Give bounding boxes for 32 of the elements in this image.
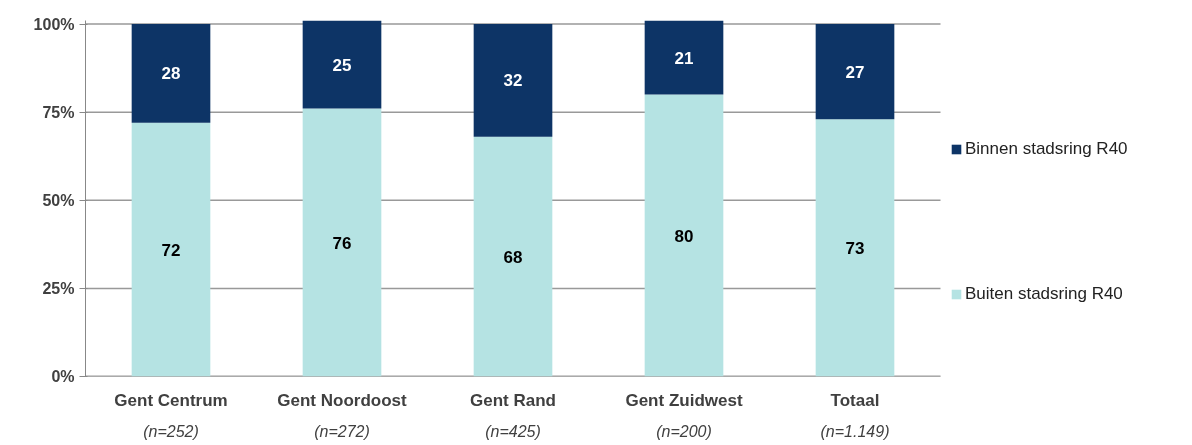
data-label: 25 — [332, 55, 352, 75]
bar — [131, 122, 211, 377]
data-label: 68 — [503, 247, 523, 267]
data-label: 32 — [503, 71, 523, 91]
category-label: Gent Rand (n=425) — [470, 390, 556, 440]
bar — [473, 136, 553, 377]
data-label: 80 — [674, 226, 694, 246]
category-label: Gent Centrum (n=252) — [114, 390, 228, 440]
bar — [131, 24, 211, 123]
bar — [644, 20, 724, 95]
y-tick-label: 100% — [33, 15, 75, 33]
bar — [302, 20, 382, 109]
category-label: Gent Zuidwest (n=200) — [625, 390, 743, 440]
bar — [644, 94, 724, 377]
data-label: 27 — [845, 62, 865, 82]
data-label: 28 — [161, 64, 181, 84]
category-label: Gent Noordoost (n=272) — [277, 390, 407, 440]
bar — [815, 24, 895, 120]
legend-label: Binnen stadsring R40 — [965, 139, 1128, 159]
category-label: Totaal (n=1.149) — [820, 390, 890, 440]
bar — [302, 108, 382, 377]
y-tick-label: 0% — [51, 368, 75, 385]
data-label: 76 — [332, 233, 352, 253]
y-tick-label: 50% — [42, 191, 75, 209]
data-label: 73 — [845, 238, 865, 258]
bar — [473, 24, 553, 137]
data-label: 72 — [161, 240, 181, 260]
data-label: 21 — [674, 48, 694, 68]
legend-label: Buiten stadsring R40 — [965, 284, 1123, 304]
bar — [815, 119, 895, 377]
y-tick-label: 25% — [42, 279, 75, 297]
y-tick-label: 75% — [42, 103, 75, 121]
